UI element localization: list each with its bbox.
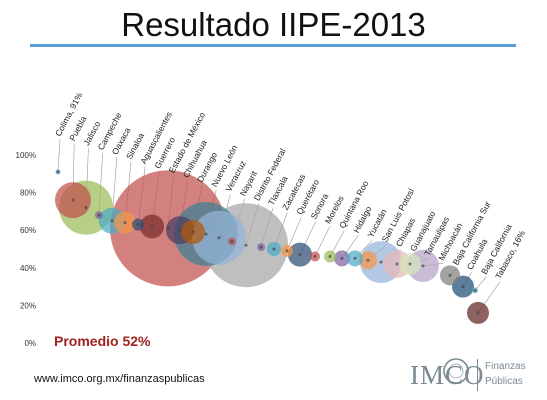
logo-divider: [477, 359, 478, 391]
leader-line: [286, 217, 302, 251]
bubble-center: [461, 285, 465, 289]
bubble-center: [204, 232, 208, 236]
bubble-center: [328, 255, 332, 259]
bubble-center: [395, 262, 399, 266]
leader-line: [57, 138, 61, 172]
bubble-center: [272, 247, 276, 251]
bubble-center: [84, 206, 88, 210]
y-axis: 0% 20% 40% 60% 80% 100%: [16, 151, 36, 348]
y-tick-label: 60%: [20, 226, 36, 235]
bubble-center: [191, 230, 195, 234]
bubble-center: [285, 249, 289, 253]
bubble-center: [408, 262, 412, 266]
logo-line-1: Finanzas: [485, 361, 526, 372]
bubble-center: [473, 288, 477, 292]
average-label: Promedio 52%: [54, 333, 151, 349]
logo-brand: IMCO: [410, 360, 485, 390]
y-tick-label: 40%: [20, 264, 36, 273]
bubble-center: [298, 253, 302, 257]
bubble-center: [313, 255, 317, 259]
bubble-center: [110, 219, 114, 223]
leader-line: [314, 226, 331, 257]
slide-title: Resultado IIPE-2013: [121, 6, 426, 43]
bubble-center: [178, 228, 182, 232]
bubble-center: [230, 239, 234, 243]
imco-logo: [408, 355, 528, 395]
website-link[interactable]: www.imco.org.mx/finanzaspublicas: [34, 373, 205, 385]
y-tick-label: 100%: [16, 151, 36, 160]
bubble-center: [353, 256, 357, 260]
y-tick-label: 20%: [20, 301, 36, 310]
bubble-center: [448, 273, 452, 277]
bubble-center: [244, 243, 248, 247]
bubble-center: [166, 226, 170, 230]
bubble-center: [379, 260, 383, 264]
title-underline: [30, 44, 516, 47]
bubble-center: [136, 223, 140, 227]
bubble-center: [421, 264, 425, 268]
bubble-center: [56, 170, 60, 174]
bubble-center: [366, 258, 370, 262]
bubble-center: [217, 236, 221, 240]
bubble-center: [71, 198, 75, 202]
bubble-center: [259, 245, 263, 249]
bubble-center: [340, 256, 344, 260]
y-tick-label: 80%: [20, 189, 36, 198]
logo-line-2: Públicas: [485, 376, 523, 387]
bubble-center: [123, 221, 127, 225]
bubble-center: [476, 311, 480, 315]
y-tick-label: 0%: [24, 339, 36, 348]
bubble-centers: [56, 170, 480, 315]
bubble-center: [150, 224, 154, 228]
bubble-center: [97, 213, 101, 217]
